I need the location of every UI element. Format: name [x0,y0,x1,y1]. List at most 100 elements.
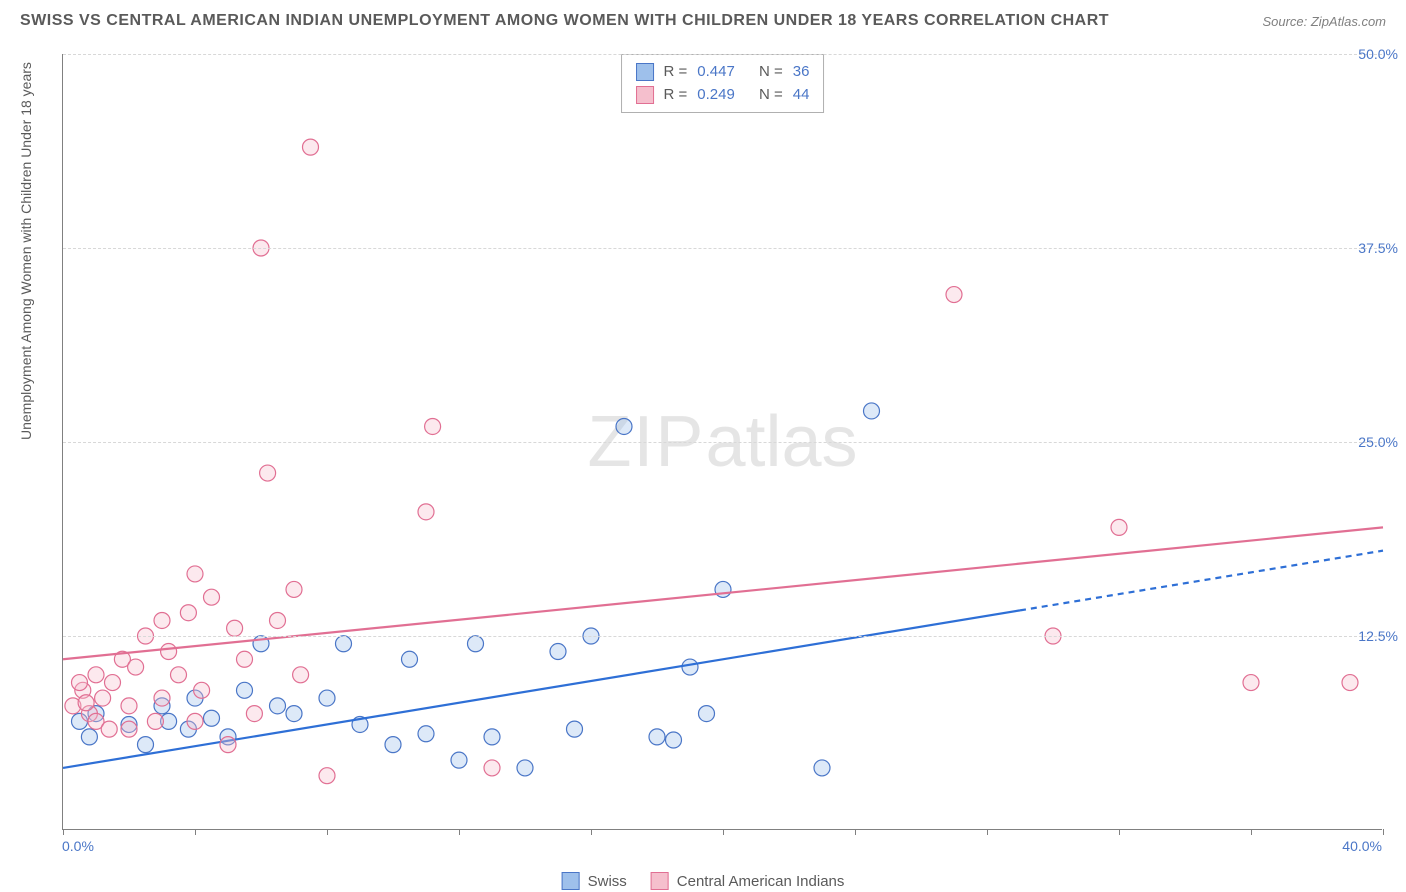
stats-legend: R = 0.447 N = 36 R = 0.249 N = 44 [621,54,825,113]
trend-line-dashed [1020,551,1383,611]
scatter-point [171,667,187,683]
x-tick [855,829,856,835]
scatter-point [293,667,309,683]
stats-row-cai: R = 0.249 N = 44 [636,84,810,107]
scatter-point [180,605,196,621]
scatter-point [402,651,418,667]
scatter-point [270,698,286,714]
scatter-point [666,732,682,748]
scatter-point [649,729,665,745]
legend-label-swiss: Swiss [588,873,627,890]
n-label: N = [759,61,783,84]
x-end-label: 40.0% [1342,838,1382,854]
scatter-point [319,690,335,706]
scatter-point [81,729,97,745]
x-tick [195,829,196,835]
n-label: N = [759,84,783,107]
swatch-cai [636,86,654,104]
grid-line [63,54,1382,55]
scatter-point [517,760,533,776]
x-tick [1119,829,1120,835]
scatter-point [78,695,94,711]
scatter-point [484,729,500,745]
scatter-point [303,139,319,155]
grid-line [63,636,1382,637]
scatter-point [128,659,144,675]
legend-swatch-swiss [562,872,580,890]
series-legend: Swiss Central American Indians [562,872,845,890]
scatter-point [1111,519,1127,535]
scatter-point [451,752,467,768]
scatter-point [270,612,286,628]
scatter-point [72,675,88,691]
scatter-point [95,690,111,706]
scatter-point [187,713,203,729]
x-tick [987,829,988,835]
y-tick-label: 12.5% [1358,628,1398,644]
scatter-point [550,644,566,660]
scatter-point [319,768,335,784]
scatter-point [616,418,632,434]
r-label: R = [664,61,688,84]
scatter-point [864,403,880,419]
x-tick [1383,829,1384,835]
scatter-point [286,706,302,722]
scatter-point [1342,675,1358,691]
title-bar: SWISS VS CENTRAL AMERICAN INDIAN UNEMPLO… [20,12,1386,30]
scatter-point [468,636,484,652]
y-tick-label: 37.5% [1358,240,1398,256]
source-label: Source: ZipAtlas.com [1262,14,1386,29]
scatter-point [260,465,276,481]
scatter-point [105,675,121,691]
scatter-point [154,612,170,628]
plot-area: ZIPatlas R = 0.447 N = 36 R = 0.249 N = … [62,54,1382,830]
scatter-point [138,737,154,753]
n-value-cai: 44 [793,84,810,107]
trend-line [63,527,1383,659]
legend-swatch-cai [651,872,669,890]
grid-line [63,248,1382,249]
scatter-point [161,644,177,660]
x-tick [591,829,592,835]
y-axis-label: Unemployment Among Women with Children U… [18,62,34,440]
legend-item-cai: Central American Indians [651,872,845,890]
scatter-point [418,504,434,520]
r-value-swiss: 0.447 [697,61,735,84]
stats-row-swiss: R = 0.447 N = 36 [636,61,810,84]
scatter-point [418,726,434,742]
x-tick [723,829,724,835]
scatter-point [121,698,137,714]
scatter-point [227,620,243,636]
scatter-point [204,710,220,726]
scatter-point [286,581,302,597]
r-value-cai: 0.249 [697,84,735,107]
scatter-point [946,287,962,303]
scatter-point [187,566,203,582]
y-tick-label: 50.0% [1358,46,1398,62]
legend-label-cai: Central American Indians [677,873,845,890]
r-label: R = [664,84,688,107]
x-start-label: 0.0% [62,838,94,854]
x-tick [327,829,328,835]
scatter-point [385,737,401,753]
x-tick [1251,829,1252,835]
scatter-point [88,667,104,683]
scatter-point [101,721,117,737]
scatter-point [814,760,830,776]
scatter-point [194,682,210,698]
scatter-point [147,713,163,729]
scatter-point [699,706,715,722]
scatter-point [121,721,137,737]
scatter-point [1243,675,1259,691]
scatter-point [237,682,253,698]
scatter-point [220,737,236,753]
swatch-swiss [636,63,654,81]
x-tick [63,829,64,835]
legend-item-swiss: Swiss [562,872,627,890]
scatter-point [715,581,731,597]
scatter-point [154,690,170,706]
scatter-point [336,636,352,652]
scatter-point [246,706,262,722]
scatter-point [682,659,698,675]
grid-line [63,442,1382,443]
